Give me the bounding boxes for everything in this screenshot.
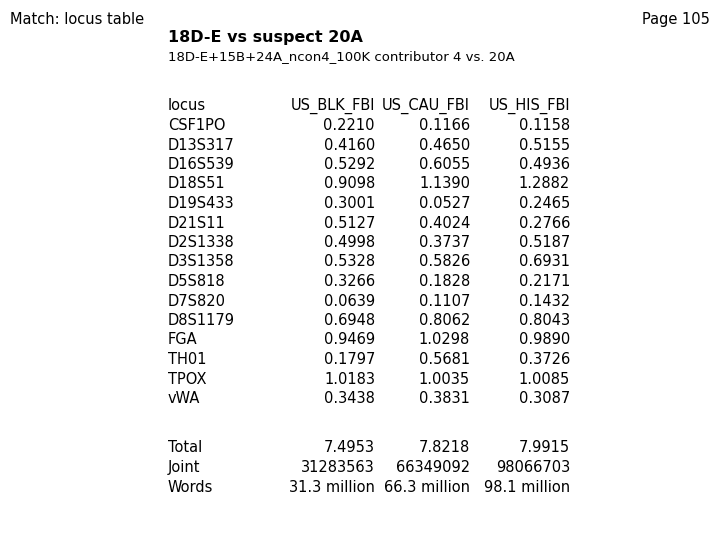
Text: 0.1107: 0.1107 (418, 294, 470, 308)
Text: 66.3 million: 66.3 million (384, 480, 470, 495)
Text: 0.6055: 0.6055 (419, 157, 470, 172)
Text: 0.3266: 0.3266 (324, 274, 375, 289)
Text: 0.8043: 0.8043 (519, 313, 570, 328)
Text: 0.1158: 0.1158 (519, 118, 570, 133)
Text: 7.9915: 7.9915 (519, 441, 570, 456)
Text: 1.1390: 1.1390 (419, 177, 470, 192)
Text: 0.1797: 0.1797 (323, 352, 375, 367)
Text: US_BLK_FBI: US_BLK_FBI (290, 98, 375, 114)
Text: locus: locus (168, 98, 206, 113)
Text: 98.1 million: 98.1 million (484, 480, 570, 495)
Text: CSF1PO: CSF1PO (168, 118, 225, 133)
Text: 0.6948: 0.6948 (324, 313, 375, 328)
Text: 0.4160: 0.4160 (324, 138, 375, 152)
Text: D5S818: D5S818 (168, 274, 225, 289)
Text: 0.5681: 0.5681 (419, 352, 470, 367)
Text: 0.9469: 0.9469 (324, 333, 375, 348)
Text: 0.5187: 0.5187 (518, 235, 570, 250)
Text: 0.3831: 0.3831 (419, 391, 470, 406)
Text: D19S433: D19S433 (168, 196, 235, 211)
Text: TH01: TH01 (168, 352, 207, 367)
Text: 31283563: 31283563 (301, 460, 375, 475)
Text: vWA: vWA (168, 391, 200, 406)
Text: 98066703: 98066703 (496, 460, 570, 475)
Text: 0.2766: 0.2766 (518, 215, 570, 231)
Text: 0.2210: 0.2210 (323, 118, 375, 133)
Text: FGA: FGA (168, 333, 197, 348)
Text: 1.0183: 1.0183 (324, 372, 375, 387)
Text: 0.3087: 0.3087 (518, 391, 570, 406)
Text: 1.0298: 1.0298 (419, 333, 470, 348)
Text: 0.5127: 0.5127 (323, 215, 375, 231)
Text: 0.5292: 0.5292 (323, 157, 375, 172)
Text: 0.5328: 0.5328 (324, 254, 375, 269)
Text: 0.4650: 0.4650 (419, 138, 470, 152)
Text: 0.5826: 0.5826 (419, 254, 470, 269)
Text: Words: Words (168, 480, 213, 495)
Text: TPOX: TPOX (168, 372, 207, 387)
Text: 0.5155: 0.5155 (519, 138, 570, 152)
Text: Page 105: Page 105 (642, 12, 710, 27)
Text: 0.2171: 0.2171 (518, 274, 570, 289)
Text: 0.6931: 0.6931 (519, 254, 570, 269)
Text: US_HIS_FBI: US_HIS_FBI (488, 98, 570, 114)
Text: 0.1166: 0.1166 (419, 118, 470, 133)
Text: D2S1338: D2S1338 (168, 235, 235, 250)
Text: 18D-E+15B+24A_ncon4_100K contributor 4 vs. 20A: 18D-E+15B+24A_ncon4_100K contributor 4 v… (168, 50, 515, 63)
Text: 1.0035: 1.0035 (419, 372, 470, 387)
Text: D13S317: D13S317 (168, 138, 235, 152)
Text: 0.9890: 0.9890 (518, 333, 570, 348)
Text: D21S11: D21S11 (168, 215, 226, 231)
Text: Match: locus table: Match: locus table (10, 12, 144, 27)
Text: 0.3737: 0.3737 (419, 235, 470, 250)
Text: 0.3726: 0.3726 (518, 352, 570, 367)
Text: D7S820: D7S820 (168, 294, 226, 308)
Text: 0.0527: 0.0527 (418, 196, 470, 211)
Text: D16S539: D16S539 (168, 157, 235, 172)
Text: D3S1358: D3S1358 (168, 254, 235, 269)
Text: Joint: Joint (168, 460, 200, 475)
Text: 7.4953: 7.4953 (324, 441, 375, 456)
Text: 66349092: 66349092 (396, 460, 470, 475)
Text: 0.4936: 0.4936 (519, 157, 570, 172)
Text: 0.9098: 0.9098 (324, 177, 375, 192)
Text: 7.8218: 7.8218 (419, 441, 470, 456)
Text: Total: Total (168, 441, 202, 456)
Text: 0.1432: 0.1432 (519, 294, 570, 308)
Text: 0.2465: 0.2465 (518, 196, 570, 211)
Text: 0.4998: 0.4998 (324, 235, 375, 250)
Text: D8S1179: D8S1179 (168, 313, 235, 328)
Text: 1.2882: 1.2882 (518, 177, 570, 192)
Text: 1.0085: 1.0085 (518, 372, 570, 387)
Text: 18D-E vs suspect 20A: 18D-E vs suspect 20A (168, 30, 363, 45)
Text: 0.3438: 0.3438 (324, 391, 375, 406)
Text: D18S51: D18S51 (168, 177, 225, 192)
Text: 0.0639: 0.0639 (324, 294, 375, 308)
Text: 31.3 million: 31.3 million (289, 480, 375, 495)
Text: 0.8062: 0.8062 (418, 313, 470, 328)
Text: 0.3001: 0.3001 (324, 196, 375, 211)
Text: 0.1828: 0.1828 (419, 274, 470, 289)
Text: US_CAU_FBI: US_CAU_FBI (382, 98, 470, 114)
Text: 0.4024: 0.4024 (418, 215, 470, 231)
